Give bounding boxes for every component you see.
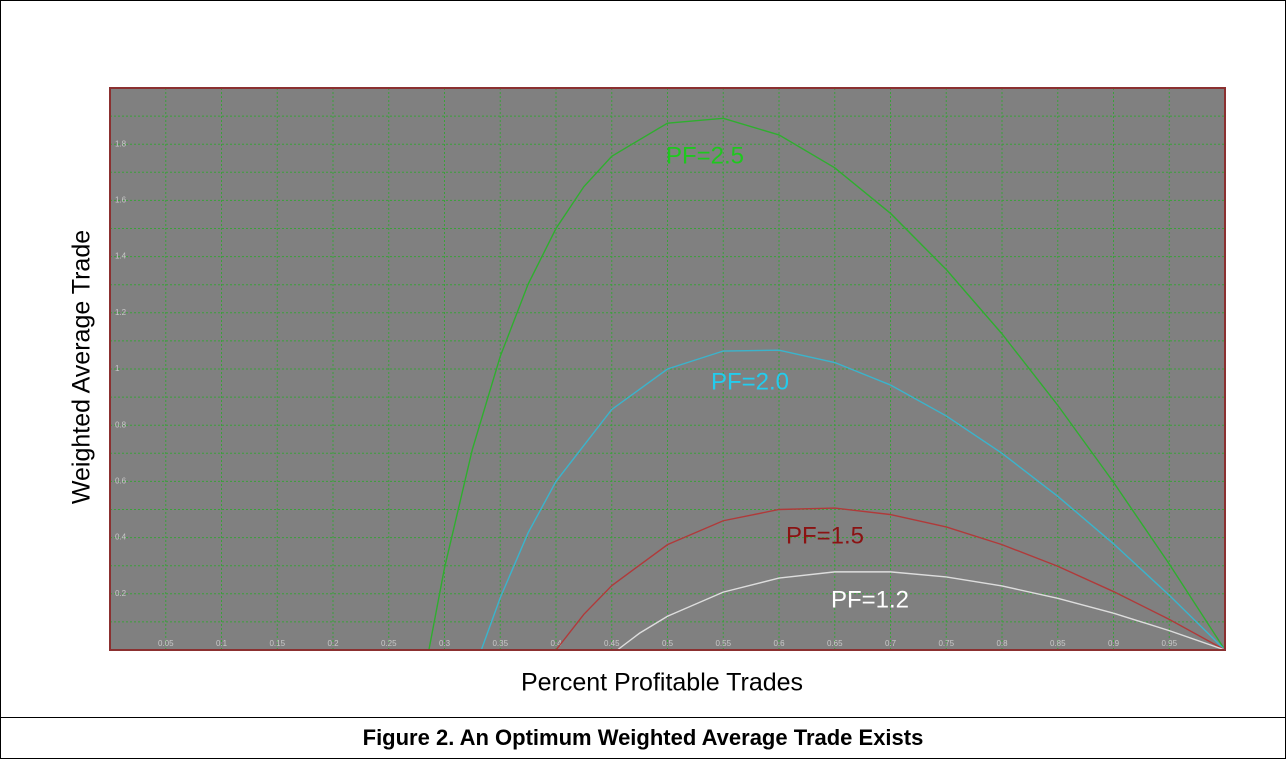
x-tick-label: 0.85 bbox=[1050, 639, 1066, 648]
y-tick-label: 0.6 bbox=[115, 477, 127, 486]
x-tick-label: 0.2 bbox=[327, 639, 339, 648]
series-label: PF=1.2 bbox=[831, 586, 909, 613]
x-tick-label: 0.7 bbox=[885, 639, 897, 648]
y-tick-label: 1.8 bbox=[115, 139, 127, 148]
y-tick-label: 1.6 bbox=[115, 196, 127, 205]
x-tick-label: 0.8 bbox=[996, 639, 1008, 648]
x-axis-label: Percent Profitable Trades bbox=[521, 669, 803, 697]
series-line bbox=[428, 117, 1226, 651]
x-tick-label: 0.6 bbox=[773, 639, 785, 648]
series-label: PF=2.5 bbox=[666, 142, 744, 169]
x-tick-label: 0.35 bbox=[492, 639, 508, 648]
y-tick-label: 1 bbox=[115, 364, 120, 373]
x-tick-label: 0.5 bbox=[662, 639, 674, 648]
series-label: PF=2.0 bbox=[711, 368, 789, 395]
plot-border bbox=[109, 87, 1226, 651]
plot-area: 0.05 0.1 0.15 0.2 0.25 0.3 0.35 0.4 0.45 0.5 0.55 0… bbox=[109, 87, 1226, 651]
x-tick-label: 0.25 bbox=[381, 639, 397, 648]
x-tick-label: 0.4 bbox=[550, 639, 562, 648]
x-tick-label: 0.95 bbox=[1161, 639, 1177, 648]
x-tick-label: 0.05 bbox=[158, 639, 174, 648]
x-tick-label: 0.1 bbox=[216, 639, 228, 648]
x-tick-label: 0.75 bbox=[938, 639, 954, 648]
series-label: PF=1.5 bbox=[786, 522, 864, 549]
x-tick-label: 0.3 bbox=[439, 639, 451, 648]
x-tick-label: 0.55 bbox=[715, 639, 731, 648]
y-axis-label: Weighted Average Trade bbox=[68, 230, 96, 504]
y-tick-label: 0.4 bbox=[115, 533, 127, 542]
series-line bbox=[480, 349, 1226, 651]
y-tick-label: 1.2 bbox=[115, 308, 127, 317]
y-tick-label: 1.4 bbox=[115, 252, 127, 261]
y-tick-label: 0.8 bbox=[115, 420, 127, 429]
x-tick-label: 0.9 bbox=[1108, 639, 1120, 648]
chart-title: Figure 2. An Optimum Weighted Average Tr… bbox=[363, 725, 924, 750]
series-line bbox=[555, 507, 1226, 651]
series-line bbox=[616, 571, 1226, 651]
y-tick-label: 0.2 bbox=[115, 589, 127, 598]
x-tick-label: 0.65 bbox=[827, 639, 843, 648]
x-tick-label: 0.15 bbox=[269, 639, 285, 648]
x-tick-label: 0.45 bbox=[604, 639, 620, 648]
